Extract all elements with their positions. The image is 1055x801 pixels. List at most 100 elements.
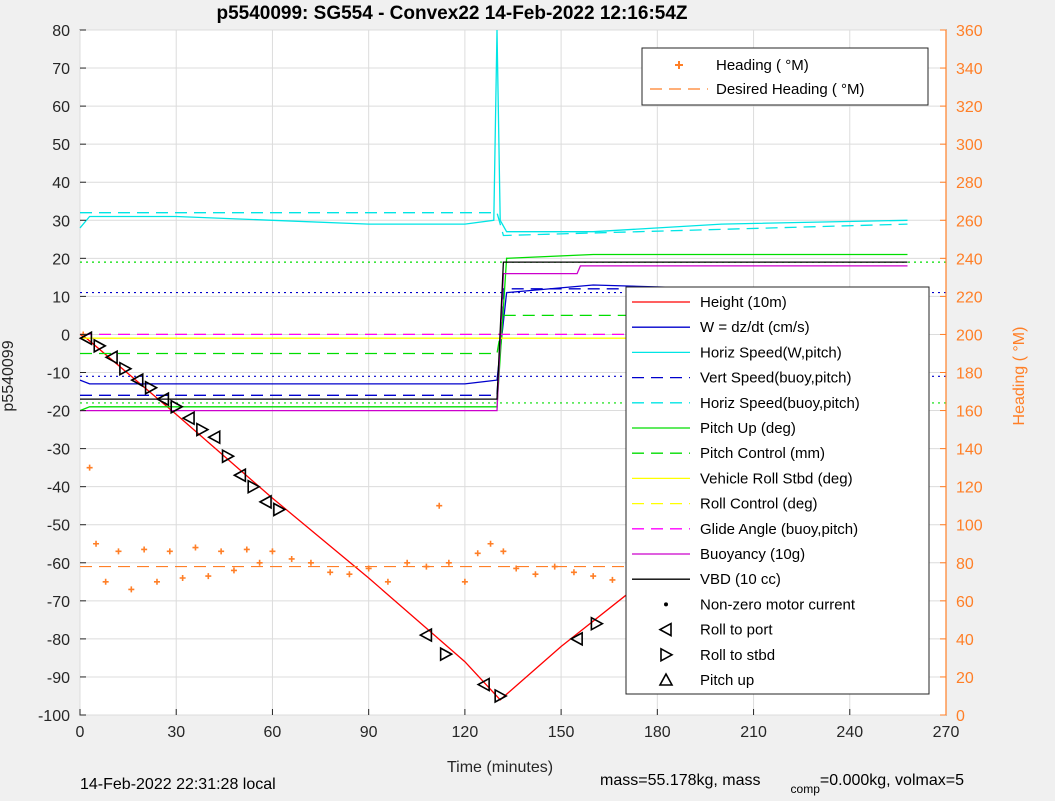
heading-point: [609, 576, 616, 583]
roll-port-marker: [181, 410, 195, 426]
legend-symbol: [664, 602, 668, 607]
y2-tick-label: 200: [956, 327, 983, 344]
x-tick-label: 90: [360, 724, 378, 741]
heading-point: [166, 548, 173, 555]
roll-port-marker: [104, 349, 118, 365]
roll-port-marker: [569, 631, 583, 647]
heading-point: [179, 575, 186, 581]
heading-point: [256, 559, 263, 566]
heading-point: [500, 548, 507, 555]
y2-tick-label: 340: [956, 61, 983, 78]
heading-point: [218, 548, 225, 555]
heading-point: [141, 546, 148, 553]
legend-heading: Heading ( °M) Desired Heading ( °M): [641, 47, 929, 106]
y2-tick-label: 360: [956, 23, 983, 40]
y-tick-label: 50: [52, 137, 70, 154]
roll-port-marker: [232, 467, 247, 483]
roll-stbd-marker: [144, 380, 159, 396]
roll-stbd-marker: [439, 646, 454, 662]
x-tick-label: 60: [264, 724, 282, 741]
y2-tick-label: 140: [956, 442, 983, 459]
legend-main-label: W = dz/dt (cm/s): [700, 319, 810, 336]
y-tick-label: -50: [47, 518, 70, 535]
y-tick-label: -70: [47, 594, 70, 611]
footer-local-time: 14-Feb-2022 22:31:28 local: [80, 776, 276, 793]
legend-symbol: [658, 672, 674, 686]
roll-stbd-marker: [119, 361, 133, 377]
legend-main-label: Roll Control (deg): [700, 496, 818, 513]
roll-stbd-marker: [221, 448, 236, 464]
roll-port-marker: [155, 391, 170, 407]
heading-point: [590, 573, 597, 580]
y-tick-label: -60: [47, 556, 70, 573]
heading-point: [445, 559, 452, 566]
roll-port-marker: [207, 429, 221, 445]
y-tick-label: 40: [52, 175, 70, 192]
x-tick-label: 210: [740, 724, 767, 741]
heading-point: [404, 559, 411, 566]
heading-point: [192, 544, 199, 551]
legend-main-label: Horiz Speed(W,pitch): [700, 344, 842, 361]
series-line: [79, 284, 908, 385]
footer-mass: mass=55.178kg, mass comp=0.000kg, volmax=…: [600, 772, 964, 796]
y2-tick-label: 160: [956, 404, 983, 421]
series-line: [80, 261, 908, 400]
heading-point: [327, 569, 334, 576]
legend-main-label: Buoyancy (10g): [700, 546, 805, 563]
legend-main-label: Pitch up: [700, 672, 754, 689]
x-tick-label: 270: [933, 724, 960, 741]
roll-stbd-marker: [170, 399, 184, 415]
y2-tick-label: 60: [956, 594, 974, 611]
heading-point: [205, 573, 212, 580]
legend-top-label: Desired Heading ( °M): [716, 81, 865, 98]
y-tick-label: -100: [38, 708, 70, 725]
chart-title: p5540099: SG554 - Convex22 14-Feb-2022 1…: [216, 3, 687, 24]
legend-main-label: Vert Speed(buoy,pitch): [700, 370, 851, 387]
heading-point: [474, 550, 481, 557]
heading-point: [487, 540, 494, 547]
roll-port-marker: [130, 372, 144, 388]
y-tick-label: -30: [47, 442, 70, 459]
y2-tick-label: 260: [956, 213, 983, 230]
y2-tick-label: 120: [956, 480, 983, 497]
legend-main-label: Pitch Up (deg): [700, 420, 796, 437]
heading-point: [269, 548, 276, 555]
legend-main-label: Height (10m): [700, 294, 787, 311]
y2-axis-label: Heading ( °M): [1011, 327, 1028, 426]
y-tick-label: 70: [52, 61, 70, 78]
heading-point: [128, 586, 135, 593]
y-tick-label: -40: [47, 480, 70, 497]
series-line: [80, 265, 908, 412]
heading-point: [551, 563, 558, 570]
legend-main-label: Roll to port: [700, 622, 773, 639]
heading-point: [153, 578, 160, 585]
y-tick-label: -20: [47, 404, 70, 421]
y-tick-label: 0: [61, 327, 70, 344]
heading-point: [243, 546, 250, 553]
y-axis-label: p5540099: [0, 340, 17, 411]
y-tick-label: 80: [52, 23, 70, 40]
series-line: [79, 29, 908, 233]
y-tick-label: 60: [52, 99, 70, 116]
legend-main-label: Horiz Speed(buoy,pitch): [700, 395, 860, 412]
legend-main-box: [625, 286, 930, 695]
y2-tick-label: 180: [956, 366, 983, 383]
footer-comp-subscript: comp: [790, 782, 820, 796]
x-tick-label: 30: [167, 724, 185, 741]
legend-top-label: Heading ( °M): [716, 57, 809, 74]
y2-tick-label: 20: [956, 670, 974, 687]
x-tick-label: 180: [644, 724, 671, 741]
x-axis-label: Time (minutes): [447, 759, 553, 776]
roll-stbd-marker: [93, 338, 107, 354]
y2-tick-label: 240: [956, 251, 983, 268]
heading-point: [288, 555, 295, 562]
legend-main: Height (10m) W = dz/dt (cm/s) Horiz Speed(…: [625, 286, 930, 695]
legend-main-label: Vehicle Roll Stbd (deg): [700, 470, 853, 487]
legend-main-label: Non-zero motor current: [700, 596, 856, 613]
legend-main-label: Roll to stbd: [700, 647, 775, 664]
x-tick-label: 240: [836, 724, 863, 741]
roll-port-marker: [418, 627, 433, 643]
axes: 0 30 60 90 120 150 180 210 240 270-100-90-80-70-6…: [38, 23, 983, 741]
legend-main-label: Glide Angle (buoy,pitch): [700, 521, 858, 538]
